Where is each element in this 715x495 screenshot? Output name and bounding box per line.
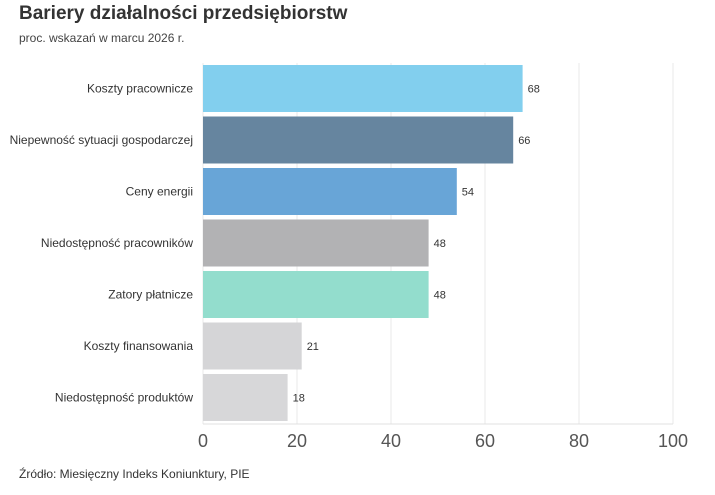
source-note: Źródło: Miesięczny Indeks Koniunktury, P… <box>19 467 250 481</box>
x-tick-label: 0 <box>198 431 208 451</box>
data-label: 21 <box>307 341 319 353</box>
bar <box>203 374 288 421</box>
bar <box>203 116 514 164</box>
x-tick-label: 40 <box>381 431 401 451</box>
data-label: 48 <box>434 238 446 250</box>
data-label: 18 <box>293 393 305 405</box>
data-label: 68 <box>528 84 540 96</box>
bar <box>203 271 429 318</box>
chart-title: Bariery działalności przedsiębiorstw <box>19 3 348 24</box>
data-label: 48 <box>434 290 446 302</box>
bar <box>203 65 523 112</box>
category-label: Niedostępność produktów <box>55 391 193 405</box>
category-label: Niedostępność pracowników <box>41 236 193 250</box>
chart-subtitle: proc. wskazań w marcu 2026 r. <box>19 31 185 45</box>
x-tick-label: 100 <box>658 431 688 451</box>
category-label: Koszty pracownicze <box>87 82 193 96</box>
bar <box>203 168 457 215</box>
data-label: 66 <box>518 135 530 147</box>
category-label: Koszty finansowania <box>84 339 194 353</box>
bar <box>203 219 429 267</box>
category-label: Ceny energii <box>126 185 193 199</box>
x-tick-label: 60 <box>475 431 495 451</box>
x-tick-label: 80 <box>569 431 589 451</box>
category-label: Zatory płatnicze <box>108 288 193 302</box>
data-label: 54 <box>462 187 474 199</box>
category-label: Niepewność sytuacji gospodarczej <box>10 133 193 147</box>
bar <box>203 322 302 370</box>
x-tick-label: 20 <box>287 431 307 451</box>
